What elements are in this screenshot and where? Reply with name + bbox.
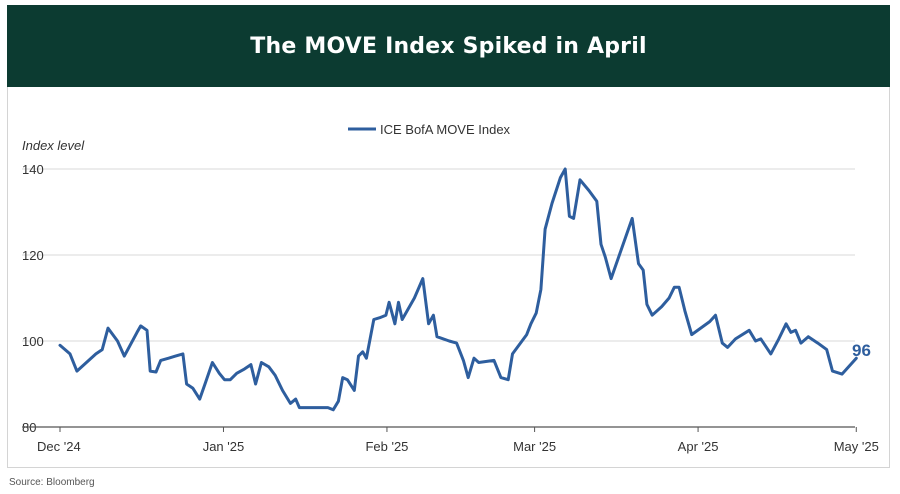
y-tick-label-120: 120 [22, 248, 44, 263]
x-tick-label-0: Dec '24 [37, 439, 81, 454]
y-tick-label-100: 100 [22, 334, 44, 349]
page-title: The MOVE Index Spiked in April [250, 33, 647, 59]
source-note: Source: Bloomberg [9, 477, 95, 488]
chart-panel [7, 87, 890, 468]
legend-label: ICE BofA MOVE Index [380, 122, 511, 137]
series-line-0 [58, 167, 858, 412]
x-tick-label-4: Apr '25 [678, 439, 719, 454]
title-banner: The MOVE Index Spiked in April [7, 5, 890, 87]
y-axis-title: Index level [22, 138, 85, 153]
x-tick-label-5: May '25 [834, 439, 879, 454]
x-tick-label-3: Mar '25 [513, 439, 556, 454]
y-tick-label-140: 140 [22, 162, 44, 177]
x-tick-label-1: Jan '25 [203, 439, 245, 454]
x-tick-label-2: Feb '25 [365, 439, 408, 454]
end-value-label: 96 [852, 341, 871, 360]
